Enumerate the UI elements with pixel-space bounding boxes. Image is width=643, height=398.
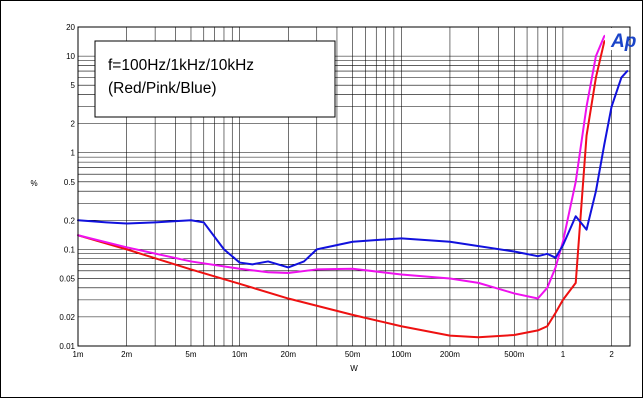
y-tick-label: 0.02 [59, 313, 75, 322]
x-tick-label: 2 [609, 350, 614, 359]
x-tick-label: 1m [72, 350, 83, 359]
x-tick-label: 20m [281, 350, 297, 359]
y-tick-label: 5 [71, 81, 76, 90]
tick-labels: 1m 2m 5m 10m 20m 50m 100m 200m 500m 1 2 0.01 0.02 0.0… [59, 23, 614, 359]
svg-text:Ap: Ap [610, 31, 636, 52]
y-tick-label: 0.2 [64, 216, 76, 225]
y-tick-label: 0.1 [64, 245, 76, 254]
ap-logo: Ap [605, 28, 636, 52]
y-tick-label: 0.05 [59, 274, 75, 283]
x-tick-label: 200m [440, 350, 460, 359]
annotation-box: f=100Hz/1kHz/10kHz (Red/Pink/Blue) [94, 40, 336, 118]
y-tick-label: 0.5 [64, 178, 76, 187]
y-tick-label: 0.01 [59, 342, 75, 351]
x-tick-label: 10m [232, 350, 248, 359]
series-line-10khz [77, 70, 629, 269]
series-line-100hz [77, 32, 613, 339]
annotation-line-2: (Red/Pink/Blue) [108, 80, 217, 97]
x-tick-label: 2m [121, 350, 132, 359]
x-tick-label: 500m [504, 350, 524, 359]
x-tick-label: 1 [561, 350, 566, 359]
y-tick-label: 1 [71, 149, 76, 158]
x-tick-label: 5m [185, 350, 196, 359]
x-tick-label: 50m [345, 350, 361, 359]
plot-frame [77, 26, 631, 347]
x-axis-label: W [350, 364, 358, 373]
y-tick-label: 20 [66, 23, 75, 32]
y-tick-label: 10 [66, 52, 75, 61]
y-axis-label: % [30, 179, 37, 188]
annotation-line-1: f=100Hz/1kHz/10kHz [108, 57, 254, 74]
series-layer [77, 30, 629, 339]
series-line-1khz [77, 30, 613, 300]
y-tick-label: 2 [71, 120, 76, 129]
x-tick-label: 100m [391, 350, 411, 359]
